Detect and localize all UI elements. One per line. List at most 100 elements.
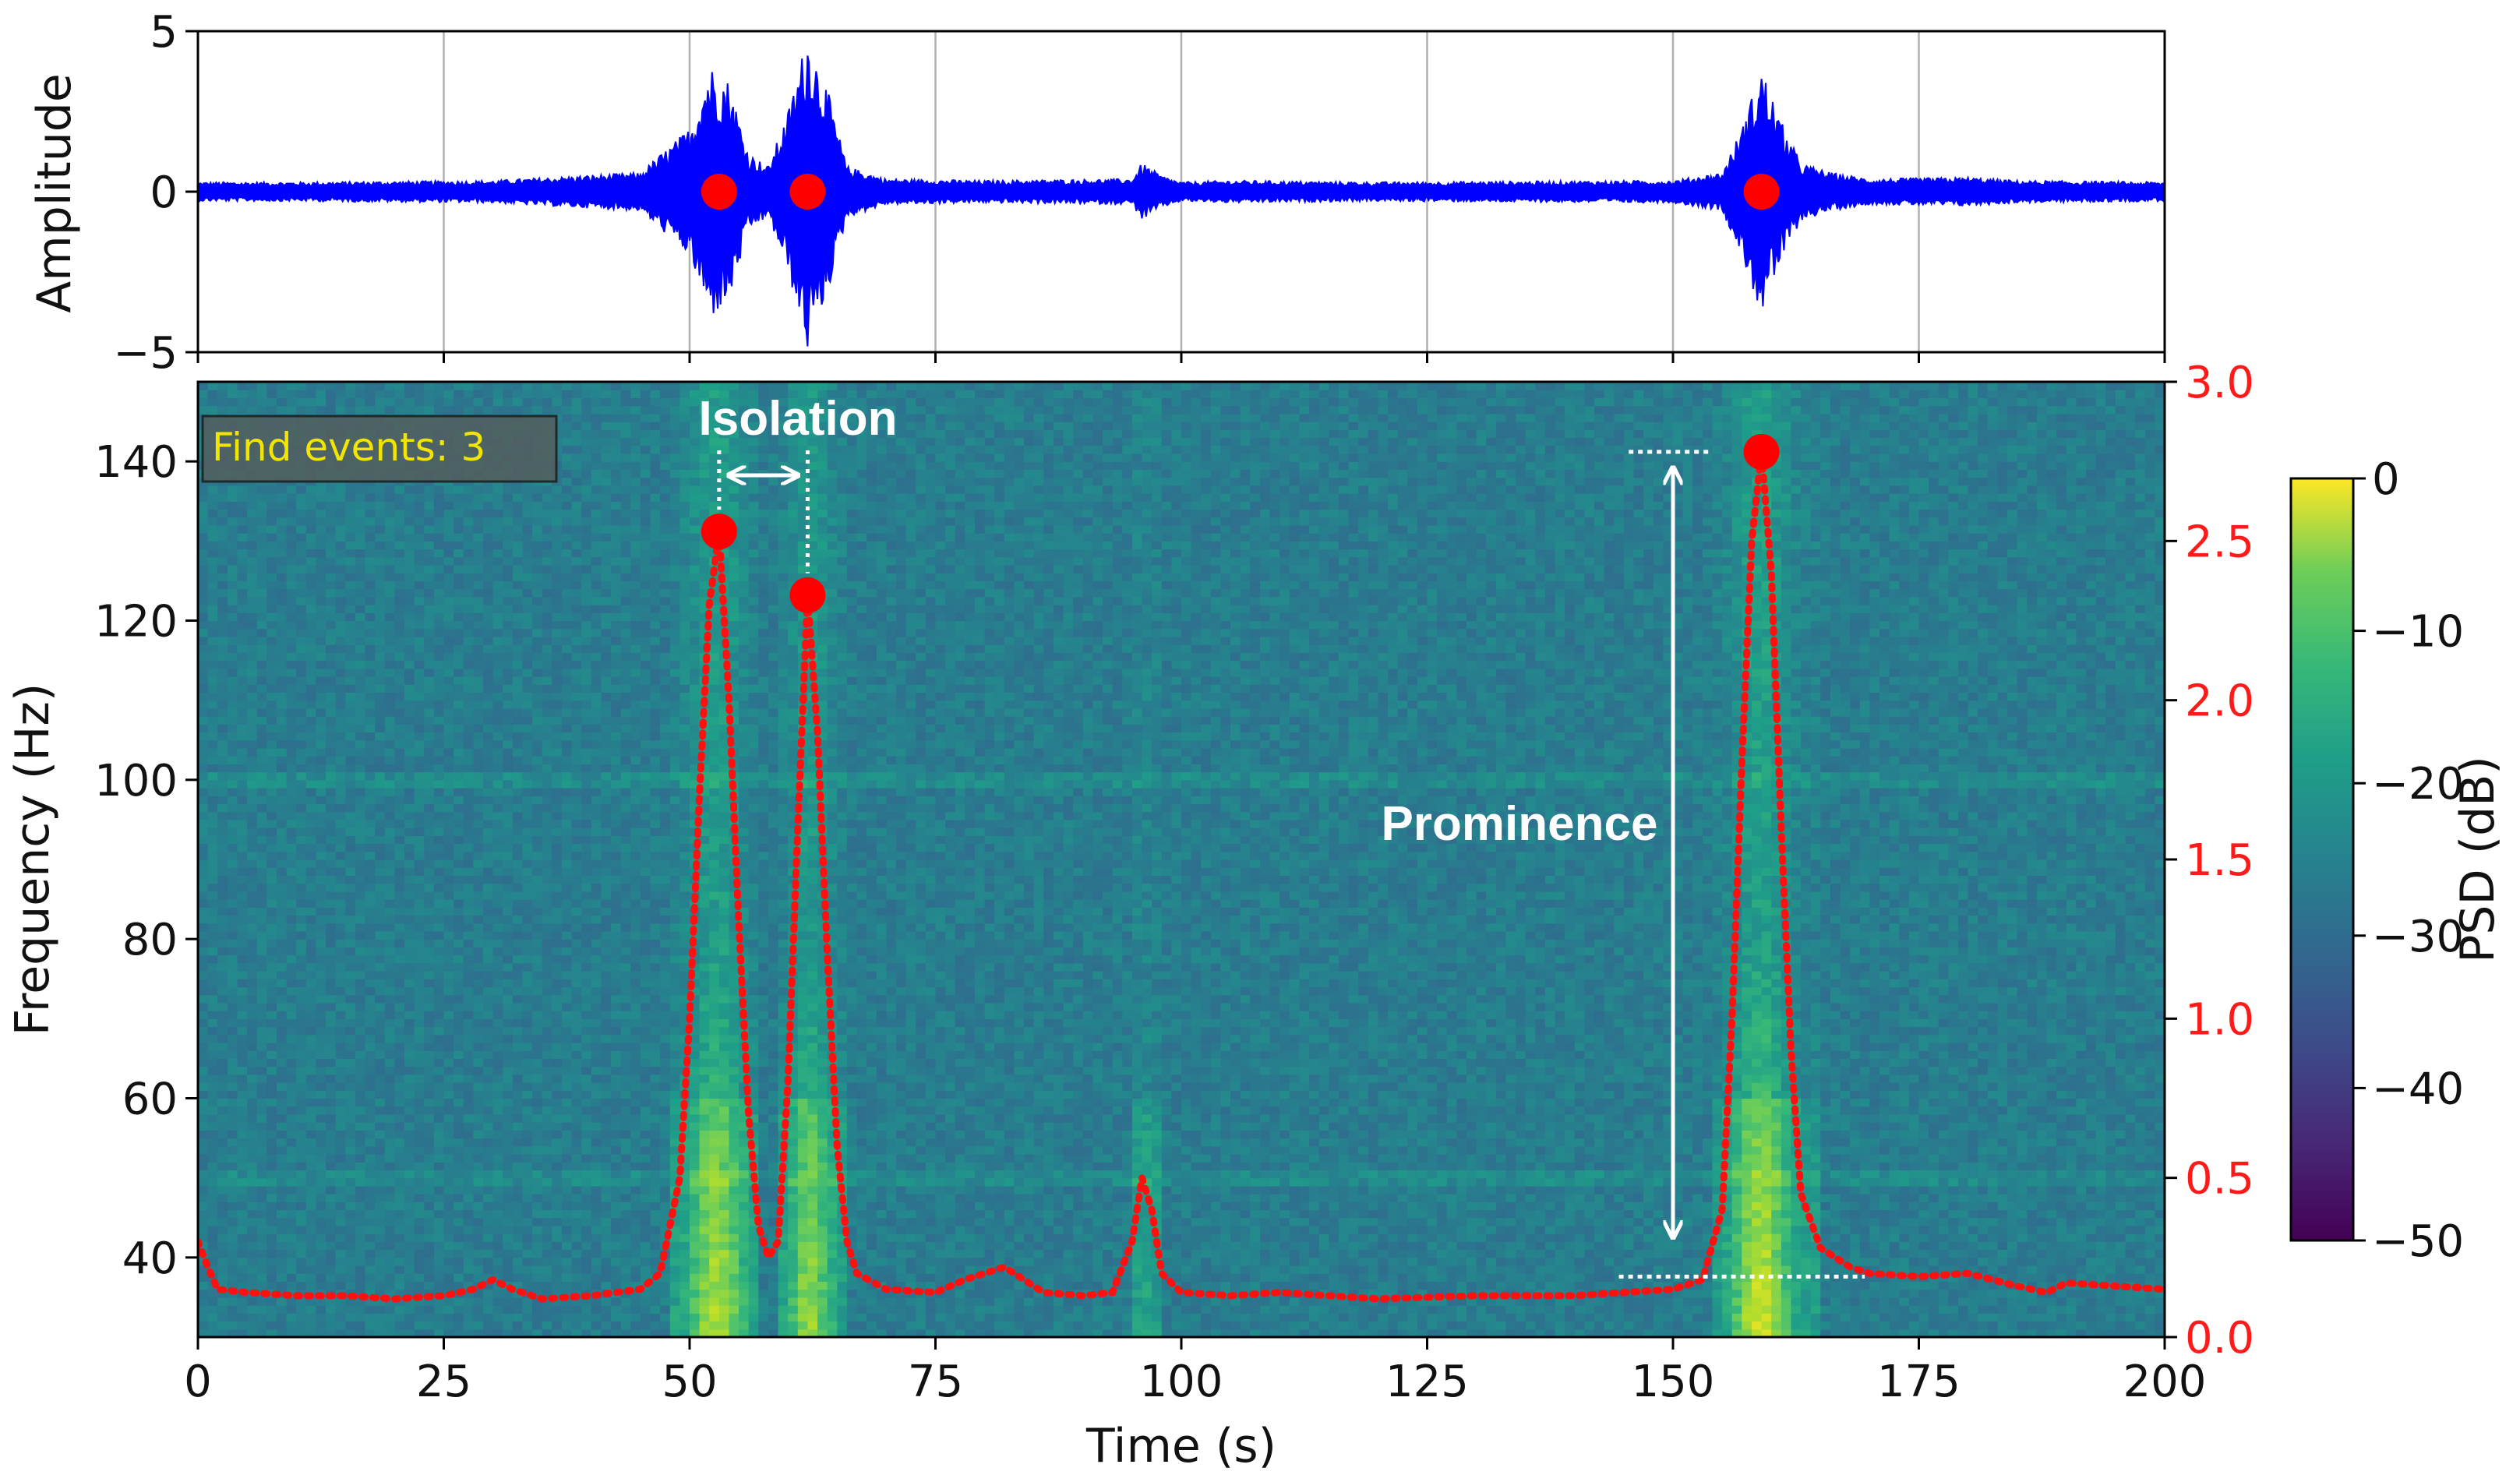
spectrogram-cell <box>1437 1201 1448 1211</box>
spectrogram-cell <box>1486 1329 1497 1337</box>
spectrogram-cell <box>1220 1217 1231 1226</box>
spectrogram-cell <box>1082 1281 1093 1290</box>
spectrogram-cell <box>1240 1241 1251 1251</box>
spectrogram-cell <box>827 1162 838 1170</box>
spectrogram-cell <box>1103 1321 1114 1330</box>
spectrogram-cell <box>1555 1241 1565 1251</box>
spectrogram-cell <box>217 1289 228 1298</box>
spectrogram-cell <box>807 1170 818 1179</box>
spectrogram-cell <box>2086 1177 2097 1187</box>
spectrogram-cell <box>1309 1313 1320 1322</box>
spectrogram-cell <box>335 1273 346 1283</box>
spectrogram-cell <box>1692 1145 1703 1155</box>
spectrogram-cell <box>1161 1154 1172 1163</box>
spectrogram-cell <box>1122 1154 1133 1163</box>
spectrogram-cell <box>492 1305 503 1314</box>
spectrogram-cell <box>1191 1217 1202 1226</box>
spectrogram-cell <box>1279 1138 1290 1147</box>
spectrogram-cell <box>503 1289 514 1298</box>
spectrogram-cell <box>1476 1217 1487 1226</box>
spectrogram-cell <box>1230 1154 1241 1163</box>
spectrogram-cell <box>1810 1289 1821 1298</box>
spectrogram-cell <box>1269 1194 1280 1202</box>
spectrogram-cell <box>1073 1265 1084 1274</box>
spectrogram-cell <box>1948 1177 1959 1187</box>
spectrogram-cell <box>1535 1154 1546 1163</box>
spectrogram-cell <box>256 1297 267 1306</box>
spectrogram-cell <box>660 1162 671 1170</box>
spectrogram-cell <box>414 1162 425 1170</box>
spectrogram-cell <box>384 1154 395 1163</box>
spectrogram-cell <box>1171 1273 1182 1283</box>
spectrogram-cell <box>1623 1249 1635 1258</box>
spectrogram-cell <box>1948 1281 1959 1290</box>
spectrogram-cell <box>739 1177 750 1187</box>
spectrogram-cell <box>2105 1226 2116 1234</box>
spectrogram-cell <box>2144 1217 2155 1226</box>
spectrogram-cell <box>2086 1170 2097 1179</box>
spectrogram-cell <box>503 1273 514 1283</box>
spectrogram-cell <box>2135 1226 2146 1234</box>
spectrogram-cell <box>1840 1177 1851 1187</box>
spectrogram-cell <box>463 1265 474 1274</box>
spectrogram-cell <box>1024 1265 1035 1274</box>
spectrogram-cell <box>326 1226 337 1234</box>
spectrogram-cell <box>886 1170 897 1179</box>
spectrogram-cell <box>365 1273 376 1283</box>
spectrogram-cell <box>620 1329 631 1337</box>
spectrogram-cell <box>2086 1145 2097 1155</box>
spectrogram-cell <box>886 1305 897 1314</box>
spectrogram-cell <box>630 1329 641 1337</box>
spectrogram-cell <box>2017 1305 2028 1314</box>
spectrogram-cell <box>1161 1177 1172 1187</box>
spectrogram-cell <box>1761 1154 1772 1163</box>
spectrogram-cell <box>1338 1201 1350 1211</box>
spectrogram-cell <box>1417 1226 1428 1234</box>
spectrogram-cell <box>483 1321 494 1330</box>
spectrogram-cell <box>611 1170 622 1179</box>
spectrogram-cell <box>1879 1281 1890 1290</box>
spectrogram-cell <box>1358 1249 1369 1258</box>
spectrogram-cell <box>1565 1273 1576 1283</box>
spectrogram-cell <box>1929 1154 1939 1163</box>
spectrogram-cell <box>2125 1305 2136 1314</box>
spectrogram-cell <box>945 1145 956 1155</box>
spectrogram-cell <box>1731 1138 1742 1147</box>
spectrogram-cell <box>788 1297 799 1306</box>
spectrogram-cell <box>217 1226 228 1234</box>
spectrogram-cell <box>1358 1289 1369 1298</box>
spectrogram-cell <box>237 1281 248 1290</box>
spectrogram-cell <box>305 1297 316 1306</box>
spectrogram-cell <box>1171 1281 1182 1290</box>
spectrogram-cell <box>807 1209 818 1219</box>
spectrogram-cell <box>591 1145 602 1155</box>
spectrogram-cell <box>2036 1305 2048 1314</box>
spectrogram-cell <box>1850 1257 1861 1266</box>
spectrogram-cell <box>905 1194 916 1202</box>
spectrogram-cell <box>1338 1329 1350 1337</box>
spectrogram-cell <box>1299 1257 1310 1266</box>
spectrogram-cell <box>1004 1297 1015 1306</box>
spectrogram-cell <box>335 1170 346 1179</box>
spectrogram-cell <box>1987 1321 1998 1330</box>
spectrogram-cell <box>1112 1233 1123 1242</box>
spectrogram-cell <box>846 1289 858 1298</box>
spectrogram-cell <box>1889 1162 1900 1170</box>
spectrogram-cell <box>1495 1273 1506 1283</box>
spectrogram-cell <box>1643 1201 1654 1211</box>
spectrogram-cell <box>1968 1265 1978 1274</box>
spectrogram-cell <box>581 1313 592 1322</box>
spectrogram-cell <box>778 1233 789 1242</box>
spectrogram-cell <box>1024 1297 1035 1306</box>
spectrogram-cell <box>542 1145 552 1155</box>
spectrogram-cell <box>394 1185 405 1194</box>
spectrogram-cell <box>552 1154 563 1163</box>
spectrogram-cell <box>611 1217 622 1226</box>
spectrogram-cell <box>1260 1170 1271 1179</box>
spectrogram-cell <box>2036 1249 2048 1258</box>
spectrogram-cell <box>1033 1201 1044 1211</box>
spectrogram-cell <box>1043 1177 1054 1187</box>
spectrogram-cell <box>1033 1329 1044 1337</box>
spectrogram-cell <box>414 1313 425 1322</box>
spectrogram-cell <box>1633 1217 1644 1226</box>
